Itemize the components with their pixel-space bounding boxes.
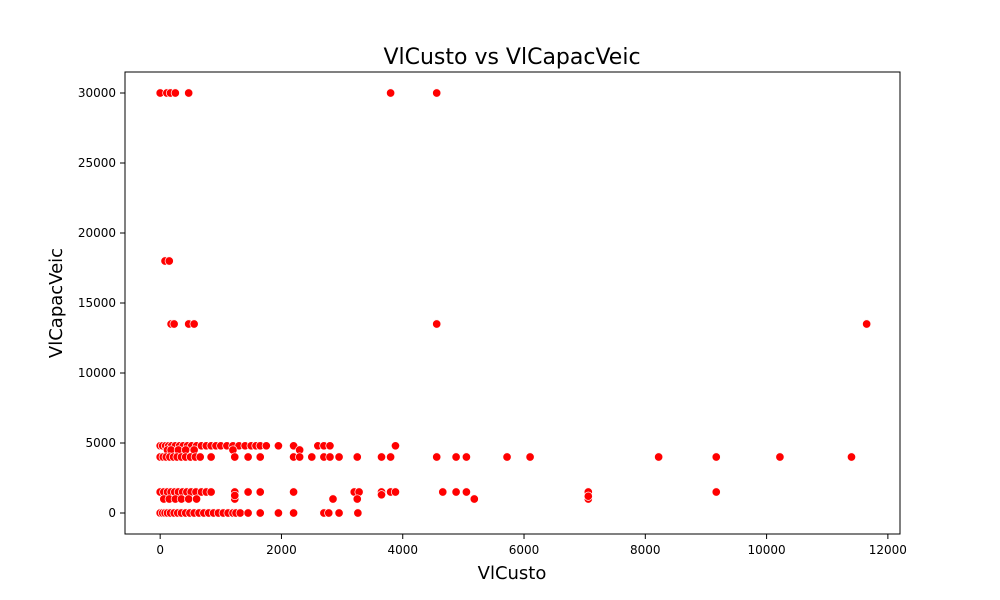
scatter-point bbox=[230, 490, 240, 501]
scatter-point bbox=[206, 487, 216, 497]
scatter-point bbox=[325, 452, 335, 462]
scatter-point bbox=[862, 319, 872, 329]
scatter-point bbox=[386, 88, 396, 98]
y-axis: 0 5000 10000 15000 20000 25000 30000 bbox=[78, 86, 125, 520]
x-tick-label: 12000 bbox=[869, 543, 907, 557]
scatter-point bbox=[289, 487, 299, 497]
scatter-point bbox=[324, 508, 334, 518]
y-tick-label: 15000 bbox=[78, 296, 116, 310]
scatter-point bbox=[432, 452, 442, 462]
scatter-point bbox=[261, 441, 271, 451]
scatter-point bbox=[243, 487, 253, 497]
scatter-point bbox=[184, 88, 194, 98]
y-tick-label: 20000 bbox=[78, 226, 116, 240]
scatter-point bbox=[325, 441, 335, 451]
scatter-point bbox=[353, 508, 363, 518]
scatter-point bbox=[328, 494, 338, 504]
scatter-point bbox=[189, 319, 199, 329]
y-tick-label: 5000 bbox=[85, 436, 116, 450]
y-tick-label: 25000 bbox=[78, 156, 116, 170]
scatter-point bbox=[289, 508, 299, 518]
chart-title: VlCusto vs VlCapacVeic bbox=[383, 45, 640, 70]
y-axis-label: VlCapacVeic bbox=[46, 248, 67, 358]
scatter-point bbox=[846, 452, 857, 462]
scatter-point bbox=[461, 452, 471, 462]
plot-area bbox=[124, 71, 901, 535]
scatter-point bbox=[334, 452, 344, 462]
x-tick-label: 10000 bbox=[747, 543, 785, 557]
scatter-point bbox=[525, 452, 535, 462]
x-tick-label: 6000 bbox=[509, 543, 540, 557]
scatter-point bbox=[243, 508, 253, 518]
scatter-point bbox=[273, 441, 283, 451]
x-axis-label: VlCusto bbox=[478, 563, 547, 584]
y-tick-label: 30000 bbox=[78, 86, 116, 100]
x-tick-label: 0 bbox=[156, 543, 164, 557]
scatter-point bbox=[230, 452, 240, 462]
scatter-point bbox=[307, 452, 317, 462]
scatter-point bbox=[164, 256, 174, 266]
scatter-point bbox=[502, 452, 512, 462]
data-points bbox=[155, 88, 872, 518]
scatter-point bbox=[390, 441, 401, 451]
scatter-point bbox=[352, 494, 362, 504]
scatter-point bbox=[775, 452, 785, 462]
scatter-point bbox=[386, 452, 396, 462]
scatter-point bbox=[169, 319, 179, 329]
y-tick-label: 0 bbox=[108, 506, 116, 520]
scatter-point bbox=[432, 319, 442, 329]
x-axis: 0 2000 4000 6000 8000 10000 12000 bbox=[156, 534, 907, 557]
scatter-point bbox=[376, 452, 387, 462]
scatter-point bbox=[451, 487, 461, 497]
y-tick-label: 10000 bbox=[78, 366, 116, 380]
x-tick-label: 4000 bbox=[387, 543, 418, 557]
scatter-point bbox=[295, 452, 305, 462]
scatter-point bbox=[255, 508, 265, 518]
scatter-point bbox=[255, 452, 265, 462]
scatter-point bbox=[352, 452, 362, 462]
scatter-point bbox=[184, 494, 194, 504]
scatter-point bbox=[192, 494, 202, 504]
scatter-point bbox=[451, 452, 461, 462]
scatter-point bbox=[170, 88, 180, 98]
scatter-point bbox=[273, 508, 283, 518]
x-tick-label: 2000 bbox=[266, 543, 297, 557]
scatter-point bbox=[654, 452, 664, 462]
scatter-point bbox=[583, 491, 593, 501]
scatter-point bbox=[243, 452, 253, 462]
scatter-point bbox=[255, 487, 265, 497]
scatter-point bbox=[390, 487, 401, 497]
scatter-point bbox=[334, 508, 344, 518]
x-tick-label: 8000 bbox=[630, 543, 661, 557]
scatter-point bbox=[432, 88, 442, 98]
scatter-point bbox=[711, 452, 721, 462]
scatter-point bbox=[376, 490, 387, 500]
scatter-point bbox=[235, 508, 245, 518]
scatter-point bbox=[461, 487, 471, 497]
scatter-point bbox=[469, 494, 479, 504]
scatter-point bbox=[438, 487, 448, 497]
scatter-point bbox=[206, 452, 216, 462]
scatter-point bbox=[195, 452, 205, 462]
scatter-point bbox=[711, 487, 721, 497]
